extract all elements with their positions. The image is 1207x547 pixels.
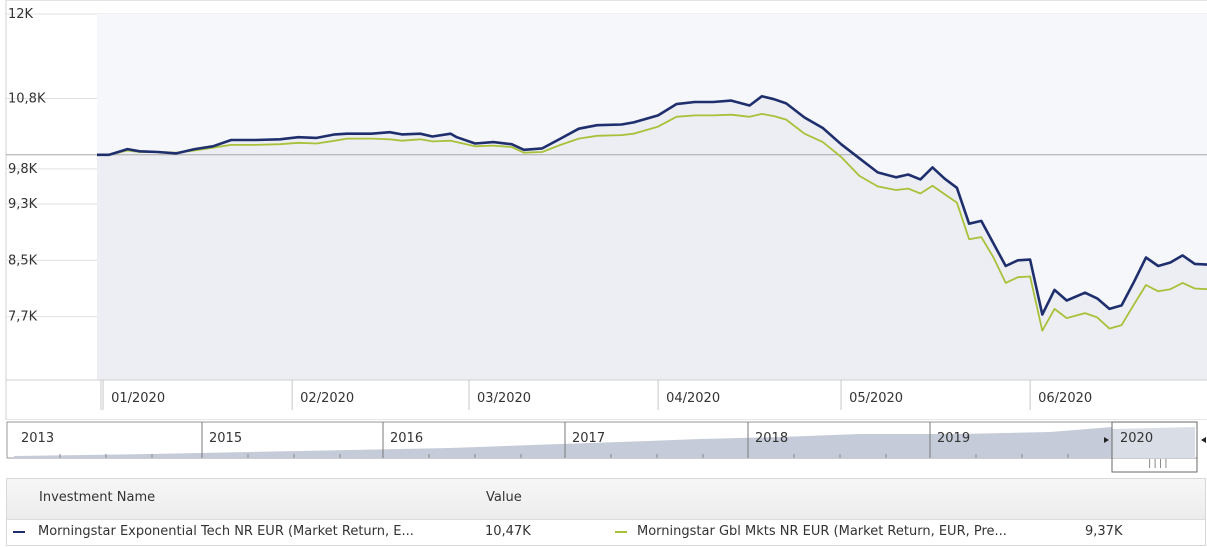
y-tick-label: 8,5K <box>8 253 38 268</box>
navigator-mini-area <box>14 427 1112 458</box>
x-tick-label: 06/2020 <box>1038 391 1092 406</box>
series-line-2[interactable] <box>97 113 1207 332</box>
legend-header: Investment Name Value <box>7 479 1205 520</box>
x-tick-label: 04/2020 <box>666 391 720 406</box>
legend-item-series-1-name[interactable]: Morningstar Exponential Tech NR EUR (Mar… <box>38 524 414 539</box>
performance-chart: 12K 10,8K 9,8K 9,3K 8,5K 7,7K 01/2020 02/2020 03… <box>5 0 1207 420</box>
navigator-year-label: 2013 <box>21 431 54 446</box>
series-line-1[interactable] <box>97 95 1207 316</box>
legend-item-series-2-name[interactable]: Morningstar Gbl Mkts NR EUR (Market Retu… <box>637 524 1007 539</box>
y-tick-label: 9,3K <box>8 197 38 212</box>
navigator-year-label: 2019 <box>937 431 970 446</box>
y-tick-label: 10,8K <box>8 91 46 106</box>
legend-item-series-2-value: 9,37K <box>1085 524 1123 539</box>
column-header-investment-name[interactable]: Investment Name <box>39 490 156 505</box>
navigator-selection-window[interactable] <box>1111 421 1198 473</box>
navigator-year-label: 2018 <box>755 431 788 446</box>
x-tick-label: 02/2020 <box>300 391 354 406</box>
column-header-value[interactable]: Value <box>486 490 522 505</box>
navigator-scroll-grip-icon[interactable]: |||| <box>1147 459 1169 469</box>
navigator-selected-year-label: 2020 <box>1120 431 1153 446</box>
navigator-left-handle-icon[interactable] <box>1104 437 1109 443</box>
legend-item-series-1-value: 10,47K <box>485 524 531 539</box>
navigator-year-label: 2016 <box>390 431 423 446</box>
x-tick-label: 01/2020 <box>111 391 165 406</box>
y-tick-label: 9,8K <box>8 162 38 177</box>
y-tick-label: 12K <box>8 7 34 22</box>
legend-swatch-series-1 <box>13 531 25 533</box>
x-tick-label: 03/2020 <box>477 391 531 406</box>
navigator-year-label: 2015 <box>209 431 242 446</box>
y-tick-label: 7,7K <box>8 310 38 325</box>
legend-panel: Investment Name Value Morningstar Expone… <box>6 478 1206 546</box>
navigator-selection-fill <box>1112 427 1195 458</box>
navigator-right-handle-icon[interactable] <box>1201 437 1206 443</box>
x-tick-label: 05/2020 <box>849 391 903 406</box>
navigator-year-label: 2017 <box>572 431 605 446</box>
series-area-fill <box>97 96 1207 381</box>
legend-swatch-series-2 <box>615 531 627 533</box>
